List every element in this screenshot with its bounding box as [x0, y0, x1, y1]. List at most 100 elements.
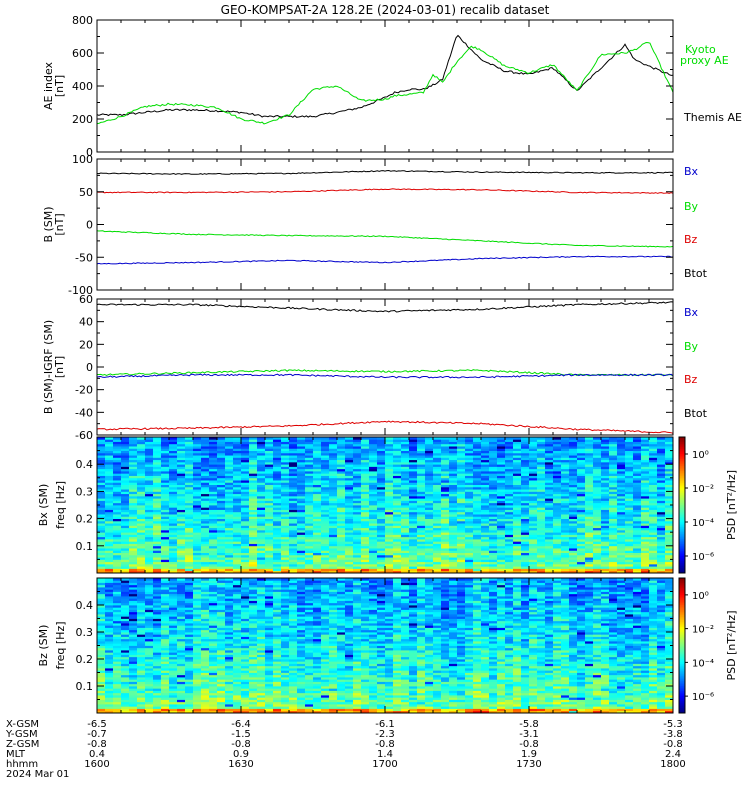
spectrogram-cell: [145, 468, 154, 472]
spectrogram-cell: [449, 520, 458, 524]
spectrogram-cell: [361, 495, 370, 499]
spectrogram-cell: [137, 541, 146, 544]
spectrogram-cell: [641, 505, 650, 508]
spectrogram-cell: [113, 634, 122, 637]
spectrogram-cell: [497, 511, 506, 515]
spectrogram-cell: [473, 491, 482, 495]
spectrogram-cell: [417, 539, 426, 542]
spectrogram-cell: [289, 527, 298, 531]
spectrogram-cell: [625, 507, 634, 510]
spectrogram-cell: [121, 491, 130, 495]
spectrogram-cell: [649, 534, 658, 538]
spectrogram-cell: [473, 459, 482, 463]
spectrogram-cell: [441, 529, 450, 533]
spectrogram-cell: [321, 450, 330, 454]
spectrogram-cell: [121, 566, 130, 569]
spectrogram-cell: [513, 566, 522, 569]
spectrogram-cell: [185, 563, 194, 567]
spectrogram-cell: [129, 706, 138, 709]
spectrogram-cell: [649, 554, 658, 558]
spectrogram-cell: [361, 523, 370, 526]
spectrogram-cell: [441, 527, 450, 531]
spectrogram-cell: [105, 532, 114, 535]
spectrogram-cell: [585, 505, 594, 508]
spectrogram-cell: [497, 548, 506, 551]
spectrogram-cell: [345, 518, 354, 522]
spectrogram-cell: [505, 484, 514, 488]
spectrogram-cell: [121, 471, 130, 474]
spectrogram-cell: [657, 450, 666, 454]
spectrogram-cell: [497, 559, 506, 563]
spectrogram-cell: [177, 511, 186, 515]
spectrogram-cell: [305, 498, 314, 501]
spectrogram-cell: [97, 686, 106, 689]
spectrogram-cell: [105, 493, 114, 497]
spectrogram-cell: [289, 570, 298, 574]
spectrogram-cell: [265, 541, 274, 544]
spectrogram-cell: [601, 450, 610, 454]
spectrogram-cell: [113, 505, 122, 508]
spectrogram-cell: [569, 473, 578, 476]
spectrogram-cell: [345, 523, 354, 526]
spectrogram-cell: [105, 650, 114, 653]
spectrogram-cell: [257, 477, 266, 481]
spectrogram-cell: [649, 570, 658, 574]
spectrogram-cell: [193, 529, 202, 533]
spectrogram-cell: [593, 482, 602, 485]
spectrogram-cell: [361, 457, 370, 461]
spectrogram-cell: [353, 471, 362, 474]
spectrogram-cell: [409, 536, 418, 540]
spectrogram-cell: [633, 548, 642, 551]
spectrogram-cell: [97, 710, 106, 714]
spectrogram-cell: [513, 539, 522, 542]
spectrogram-cell: [153, 464, 162, 467]
spectrogram-cell: [353, 448, 362, 451]
colorbar-segment: [679, 464, 685, 467]
spectrogram-cell: [145, 455, 154, 458]
spectrogram-cell: [529, 475, 538, 479]
spectrogram-cell: [473, 498, 482, 501]
colorbar-segment: [679, 467, 685, 470]
spectrogram-cell: [297, 514, 306, 517]
spectrogram-cell: [417, 552, 426, 556]
spectrogram-cell: [609, 471, 618, 474]
spectrogram-cell: [641, 461, 650, 465]
spectrogram-cell: [593, 468, 602, 472]
spectrogram-cell: [625, 550, 634, 553]
spectrogram-cell: [401, 448, 410, 451]
spectrogram-cell: [473, 448, 482, 451]
spectrogram-cell: [569, 459, 578, 463]
spectrogram-cell: [113, 509, 122, 513]
spectrogram-cell: [289, 457, 298, 461]
spectrogram-cell: [489, 484, 498, 488]
spectrogram-cell: [537, 527, 546, 531]
spectrogram-cell: [641, 446, 650, 449]
spectrogram-cell: [473, 566, 482, 569]
spectrogram-cell: [145, 493, 154, 497]
spectrogram-cell: [121, 674, 130, 678]
spectrogram-cell: [369, 448, 378, 451]
spectrogram-cell: [97, 690, 106, 694]
spectrogram-cell: [513, 439, 522, 442]
spectrogram-cell: [169, 561, 178, 565]
spectrogram-cell: [209, 511, 218, 515]
spectrogram-cell: [113, 618, 122, 622]
spectrogram-cell: [129, 520, 138, 524]
spectrogram-cell: [537, 480, 546, 483]
spectrogram-cell: [473, 452, 482, 456]
spectrogram-cell: [489, 437, 498, 440]
spectrogram-cell: [633, 552, 642, 556]
spectrogram-cell: [489, 541, 498, 544]
spectrogram-cell: [169, 482, 178, 485]
spectrogram-cell: [489, 486, 498, 490]
colorbar-segment: [679, 518, 685, 521]
spectrogram-cell: [633, 557, 642, 560]
spectrogram-cell: [233, 461, 242, 465]
spectrogram-cell: [497, 480, 506, 483]
colorbar-segment: [679, 498, 685, 501]
spectrogram-cell: [481, 563, 490, 567]
spectrogram-cell: [353, 514, 362, 517]
spectrogram-cell: [329, 448, 338, 451]
spectrogram-cell: [121, 609, 130, 613]
spectrogram-cell: [601, 568, 610, 572]
